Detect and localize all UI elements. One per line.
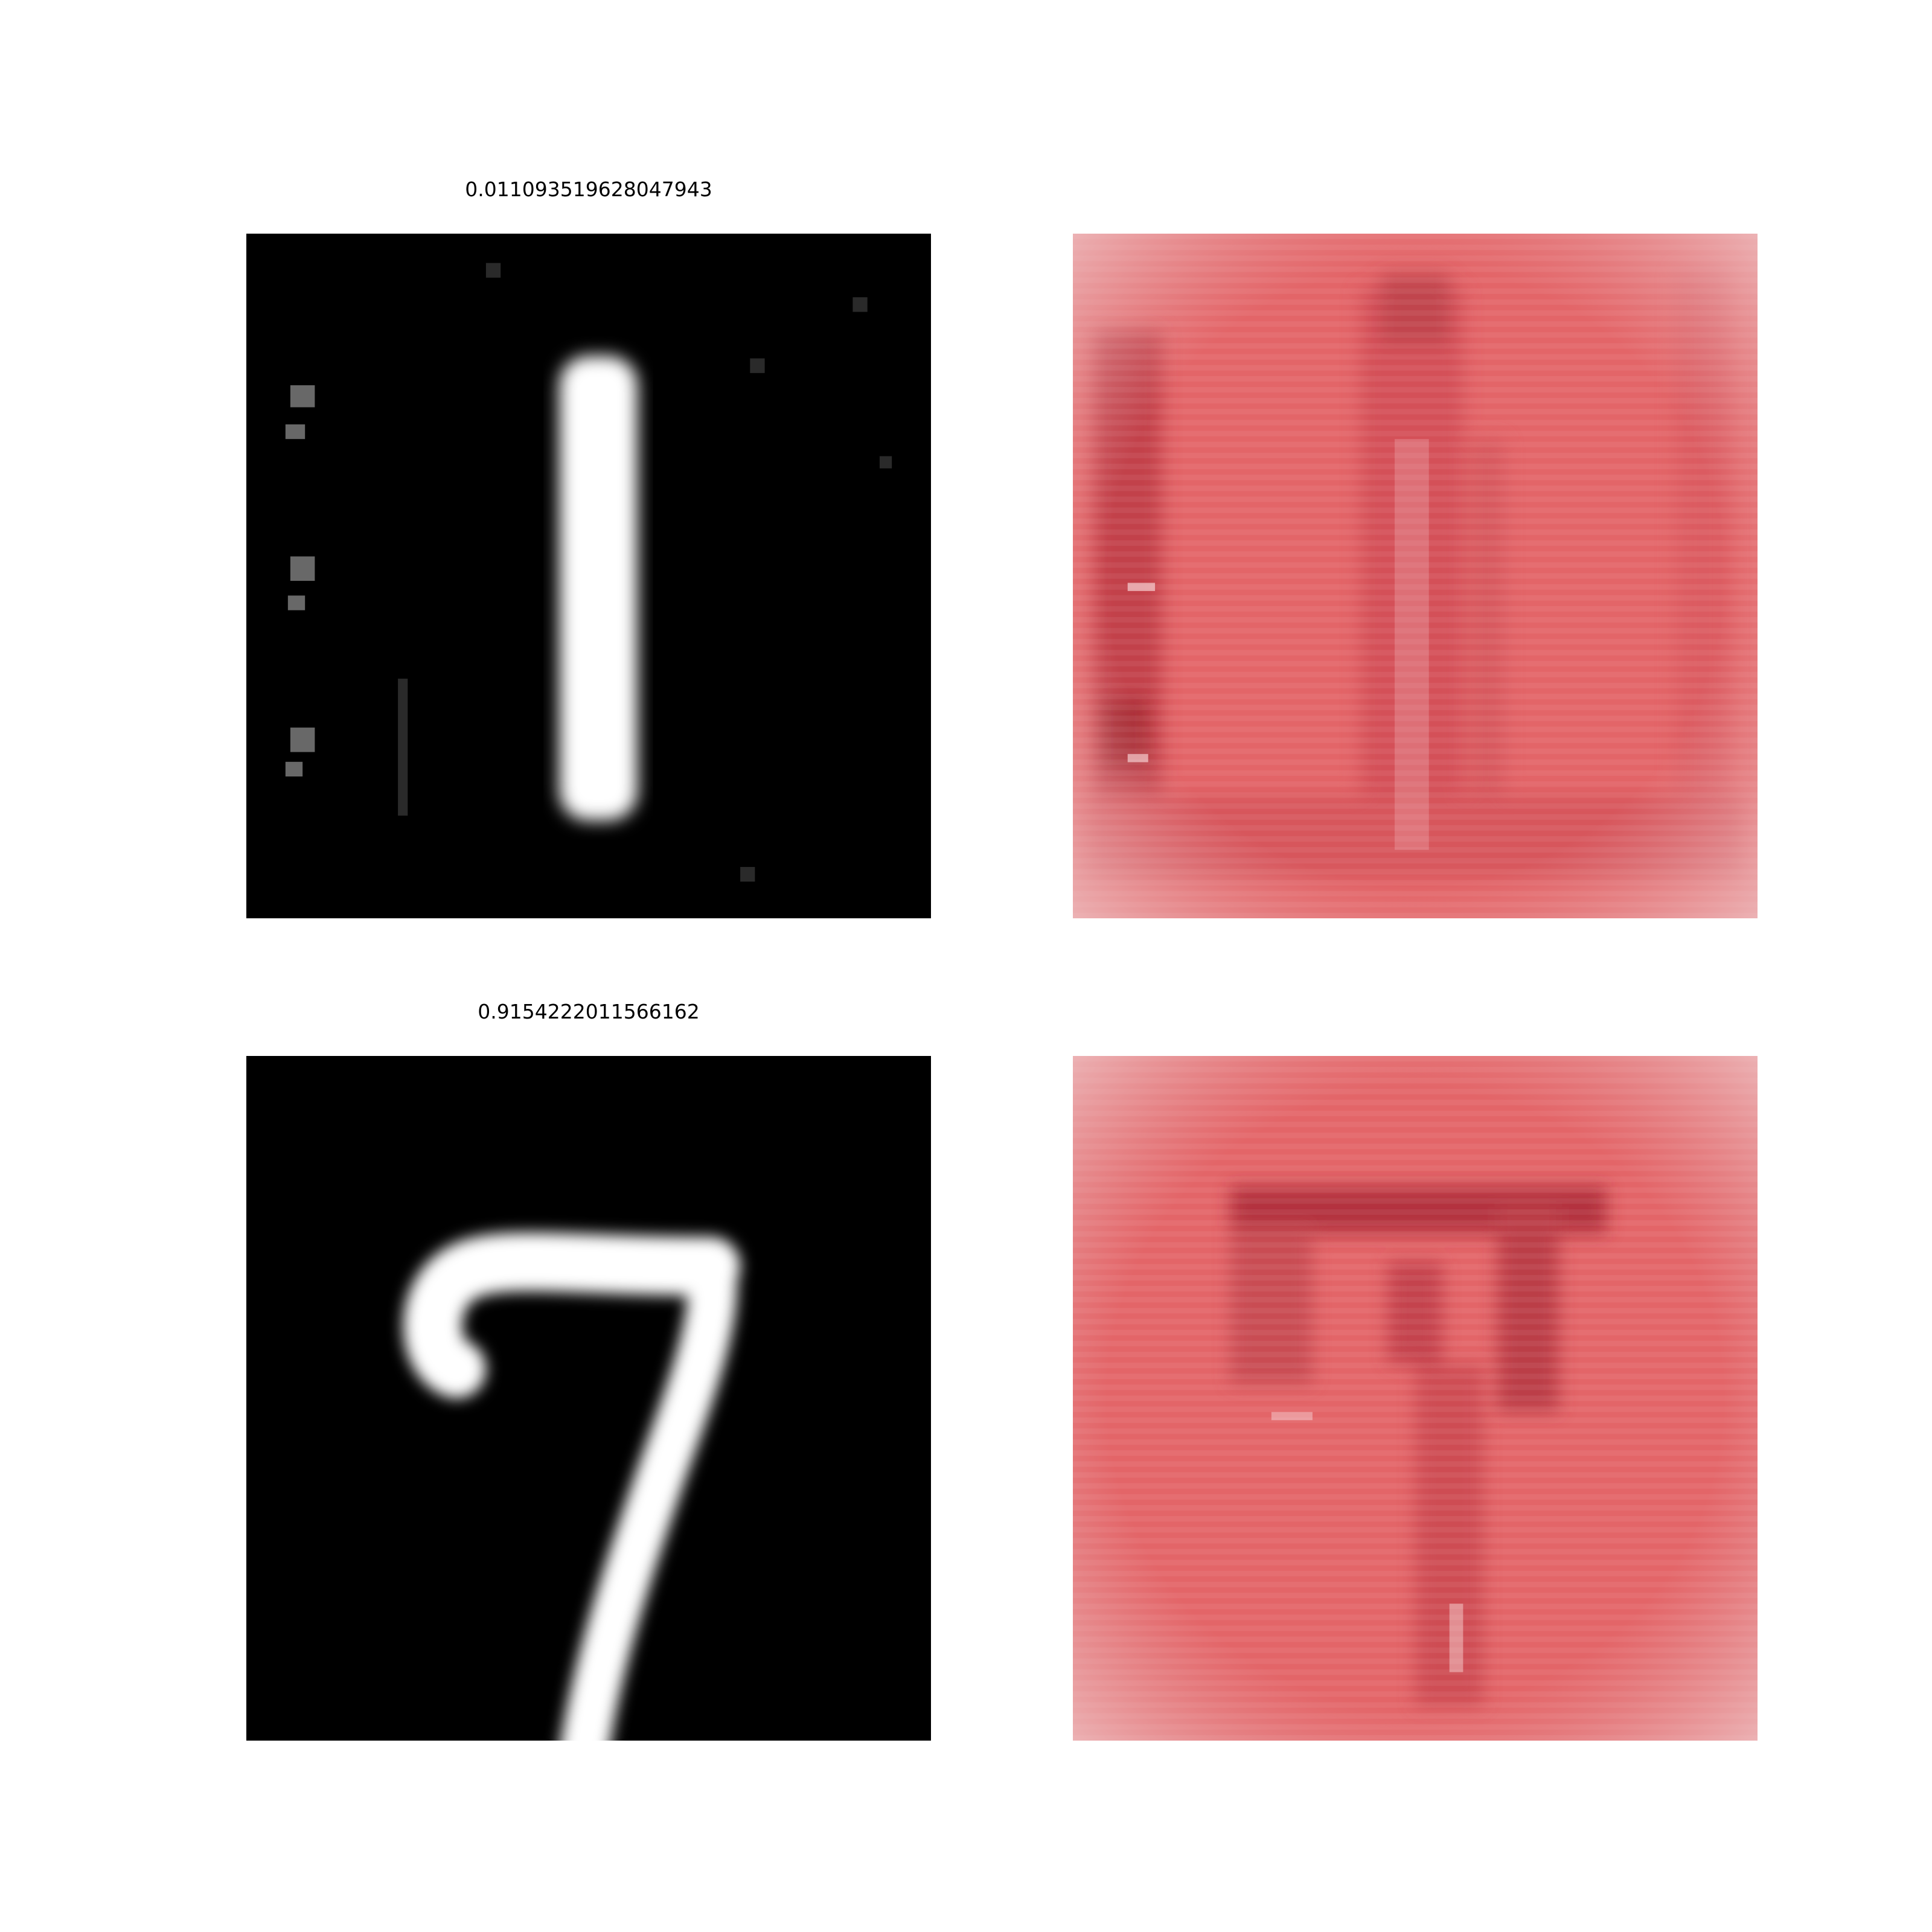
attribution-heatmap-1 xyxy=(1073,234,1758,918)
digit-image-7 xyxy=(246,1056,931,1741)
attribution-heatmap-7 xyxy=(1073,1056,1758,1741)
score-label-bottom: 0.9154222011566162 xyxy=(478,1000,700,1023)
digit-image-1 xyxy=(246,234,931,918)
score-label-top: 0.011093519628047943 xyxy=(465,178,712,201)
